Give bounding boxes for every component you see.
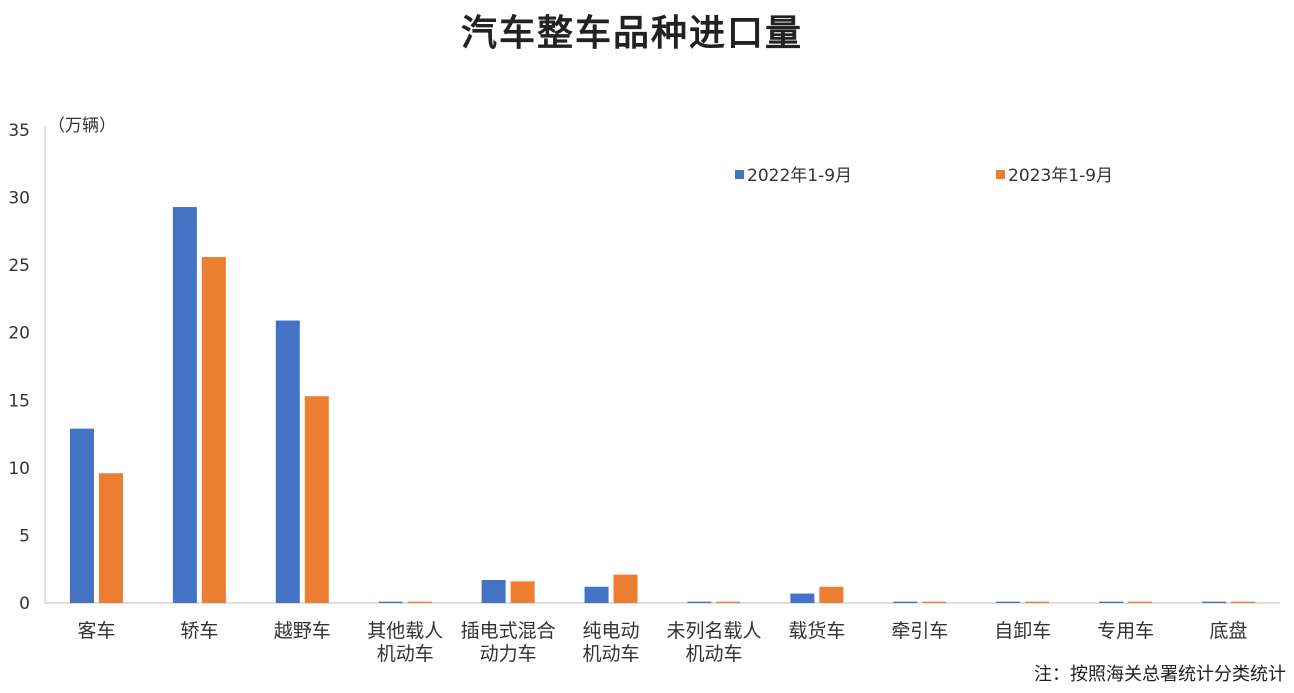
- legend-swatch: [735, 170, 744, 179]
- bar: [378, 601, 403, 603]
- y-tick-label: 0: [19, 594, 30, 614]
- bar: [584, 586, 609, 603]
- legend: 2022年1-9月 2023年1-9月: [735, 166, 1113, 186]
- bar: [1128, 601, 1153, 603]
- category-label: 未列名载人: [666, 620, 761, 642]
- bar: [98, 473, 123, 603]
- footnote: 注：按照海关总署统计分类统计: [1034, 664, 1286, 685]
- category-label: 自卸车: [994, 620, 1051, 642]
- axes: 0 5 10 15 20 25 30 35 （万辆）: [8, 116, 1280, 614]
- bar: [481, 580, 506, 603]
- category-label: 机动车: [583, 643, 640, 665]
- bars: [69, 207, 1256, 603]
- bar: [687, 601, 712, 603]
- y-tick-label: 30: [8, 189, 30, 209]
- legend-label: 2022年1-9月: [747, 166, 852, 186]
- y-axis-unit: （万辆）: [48, 116, 116, 136]
- bar: [1202, 601, 1227, 603]
- bar: [819, 586, 844, 603]
- bar: [1231, 601, 1256, 603]
- bar: [613, 574, 638, 603]
- category-label: 轿车: [180, 620, 218, 642]
- y-tick-label: 10: [8, 459, 30, 479]
- bar: [407, 601, 432, 603]
- bar: [893, 601, 918, 603]
- category-label: 机动车: [377, 643, 434, 665]
- y-tick-label: 5: [19, 526, 30, 546]
- bar: [304, 396, 329, 603]
- bar: [716, 601, 741, 603]
- category-label: 底盘: [1210, 620, 1248, 642]
- bar: [922, 601, 947, 603]
- legend-label: 2023年1-9月: [1008, 166, 1113, 186]
- legend-swatch: [996, 170, 1005, 179]
- category-label: 机动车: [685, 643, 742, 665]
- category-label: 客车: [77, 620, 115, 642]
- y-tick-label: 15: [8, 391, 30, 411]
- category-label: 越野车: [274, 620, 331, 642]
- chart-title: 汽车整车品种进口量: [460, 12, 803, 54]
- bar: [790, 593, 815, 603]
- bar: [201, 257, 226, 603]
- bar: [1025, 601, 1050, 603]
- y-tick-label: 35: [8, 121, 30, 141]
- category-label: 载货车: [788, 620, 845, 642]
- category-label: 插电式混合: [461, 620, 556, 642]
- bar: [510, 581, 535, 603]
- bar: [996, 601, 1021, 603]
- y-tick-label: 20: [8, 324, 30, 344]
- category-label: 动力车: [480, 643, 537, 665]
- category-labels: 客车 轿车 越野车 其他载人机动车插电式混合动力车纯电动机动车未列名载人机动车载货车牵…: [77, 620, 1247, 665]
- bar: [172, 207, 197, 603]
- category-label: 专用车: [1097, 620, 1154, 642]
- category-label: 牵引车: [891, 620, 948, 642]
- category-label: 其他载人: [367, 620, 443, 642]
- bar: [1099, 601, 1124, 603]
- y-tick-label: 25: [8, 256, 30, 276]
- bar: [69, 428, 94, 603]
- bar: [275, 320, 300, 603]
- category-label: 纯电动: [583, 620, 640, 642]
